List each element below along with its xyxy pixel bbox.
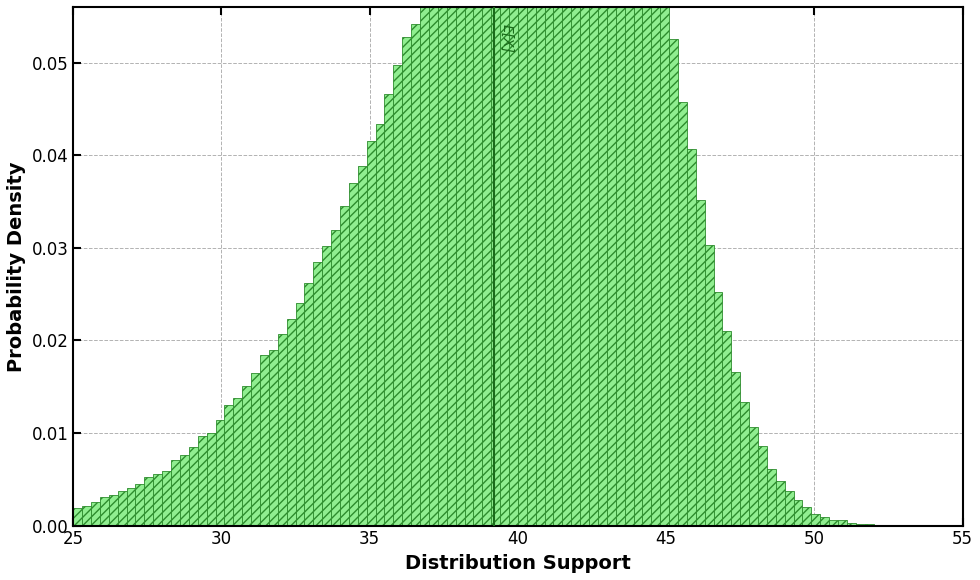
Bar — [153, 474, 162, 525]
Bar — [402, 37, 412, 525]
Bar — [74, 508, 82, 525]
Bar — [109, 495, 118, 525]
X-axis label: Distribution Support: Distribution Support — [405, 554, 631, 573]
Bar — [305, 283, 314, 525]
Bar — [509, 0, 517, 525]
Bar — [260, 355, 269, 525]
Bar — [100, 497, 109, 525]
Bar — [393, 65, 402, 525]
Bar — [517, 0, 527, 525]
Bar — [643, 0, 652, 525]
Bar — [473, 0, 482, 525]
Bar — [696, 200, 705, 525]
Bar — [820, 517, 829, 525]
Bar — [864, 524, 873, 525]
Bar — [296, 303, 305, 525]
Bar — [438, 0, 447, 525]
Bar — [216, 420, 224, 525]
Bar — [224, 405, 233, 525]
Bar — [287, 319, 296, 525]
Bar — [678, 102, 687, 525]
Bar — [624, 0, 633, 525]
Bar — [794, 501, 803, 525]
Bar — [527, 0, 536, 525]
Bar — [758, 446, 767, 525]
Bar — [661, 0, 669, 525]
Bar — [456, 0, 465, 525]
Bar — [135, 484, 144, 525]
Bar — [269, 350, 277, 525]
Bar — [412, 24, 420, 525]
Bar — [580, 0, 589, 525]
Bar — [144, 477, 153, 525]
Y-axis label: Probability Density: Probability Density — [7, 161, 25, 372]
Bar — [829, 520, 838, 525]
Bar — [500, 0, 509, 525]
Bar — [465, 0, 473, 525]
Bar — [242, 386, 251, 525]
Bar — [847, 523, 856, 525]
Bar — [545, 0, 554, 525]
Bar — [785, 491, 794, 525]
Bar — [722, 331, 731, 525]
Bar — [491, 0, 500, 525]
Bar — [277, 334, 287, 525]
Bar — [856, 524, 864, 525]
Bar — [803, 508, 811, 525]
Text: E[X]: E[X] — [500, 24, 514, 53]
Bar — [358, 166, 367, 525]
Bar — [615, 0, 624, 525]
Bar — [322, 246, 331, 525]
Bar — [731, 372, 740, 525]
Bar — [189, 447, 198, 525]
Bar — [563, 0, 571, 525]
Bar — [384, 95, 393, 525]
Bar — [571, 0, 580, 525]
Bar — [162, 471, 172, 525]
Bar — [126, 488, 135, 525]
Bar — [536, 0, 545, 525]
Bar — [420, 0, 429, 525]
Bar — [705, 245, 713, 525]
Bar — [554, 0, 563, 525]
Bar — [589, 0, 598, 525]
Bar — [314, 262, 322, 525]
Bar — [482, 0, 491, 525]
Bar — [669, 39, 678, 525]
Bar — [713, 292, 722, 525]
Bar — [233, 398, 242, 525]
Bar — [82, 506, 91, 525]
Bar — [367, 142, 375, 525]
Bar — [652, 0, 661, 525]
Bar — [91, 502, 100, 525]
Bar — [349, 183, 358, 525]
Bar — [118, 491, 126, 525]
Bar — [375, 124, 384, 525]
Bar — [172, 460, 180, 525]
Bar — [340, 206, 349, 525]
Bar — [633, 0, 643, 525]
Bar — [811, 513, 820, 525]
Bar — [251, 372, 260, 525]
Bar — [447, 0, 456, 525]
Bar — [838, 520, 847, 525]
Bar — [767, 469, 776, 525]
Bar — [598, 0, 607, 525]
Bar — [331, 230, 340, 525]
Bar — [429, 0, 438, 525]
Bar — [776, 481, 785, 525]
Bar — [198, 436, 207, 525]
Bar — [207, 433, 216, 525]
Bar — [607, 0, 615, 525]
Bar — [687, 148, 696, 525]
Bar — [180, 455, 189, 525]
Bar — [749, 427, 758, 525]
Bar — [740, 403, 749, 525]
